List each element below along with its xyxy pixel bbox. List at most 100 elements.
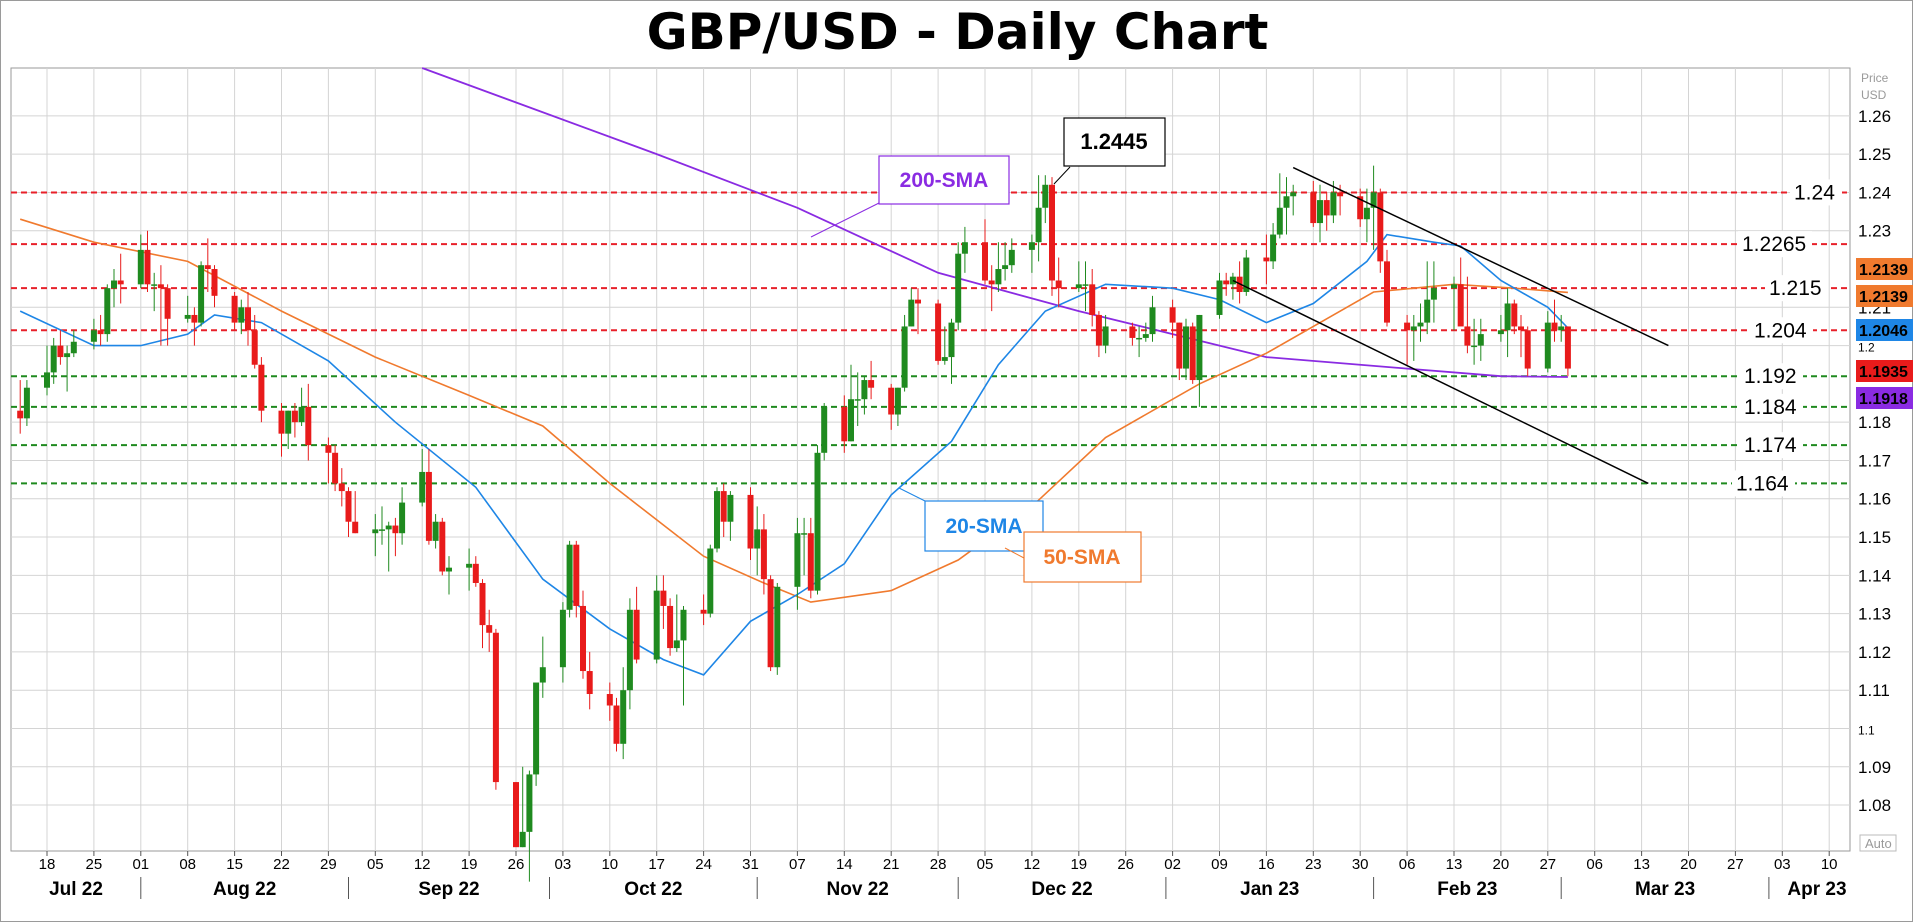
candle-body [44,372,50,388]
candle-body [1558,326,1565,331]
x-tick-label: 15 [226,856,243,873]
sma20-callout-pointer [898,487,926,502]
candle-body [1330,192,1337,216]
candle-body [559,609,566,668]
candle-body [519,831,526,848]
candle-body [1028,242,1035,250]
y-tick-label: 1.1 [1858,723,1875,737]
candle-body [660,590,667,606]
candle-body [794,533,801,587]
x-tick-label: 03 [555,856,572,873]
x-tick-label: 16 [1258,856,1275,873]
x-tick-label: 18 [39,856,56,873]
y-tick-label: 1.14 [1858,566,1891,585]
x-tick-label: 29 [320,856,337,873]
x-month-label: Sep 22 [418,879,479,900]
candle-body [982,242,988,281]
candle-body [446,567,452,572]
candle-body [513,782,519,848]
candle-body [1551,322,1558,331]
candle-body [1457,284,1464,327]
candle-body [1544,322,1551,369]
candle-body [238,307,245,323]
candle-body [586,671,593,695]
candle-body [345,491,352,522]
x-tick-label: 05 [367,856,384,873]
x-month-label: Feb 23 [1437,879,1497,900]
candle-body [606,694,613,706]
candle-body [1243,257,1250,292]
x-tick-label: 19 [1070,856,1087,873]
candle-body [955,253,962,323]
candle-body [305,406,312,446]
y-tick-label: 1.12 [1858,643,1891,662]
y-axis-title: USD [1861,88,1887,102]
candle-body [1404,322,1411,331]
candle-body [285,410,292,434]
y-tick-label: 1.17 [1858,451,1891,470]
candle-body [894,387,901,415]
candle-body [1337,192,1344,197]
candle-body [633,609,640,660]
candle-body [1035,207,1042,243]
price-tag [1856,387,1913,409]
candle-body [278,410,285,434]
price-tag-label: 1.2139 [1859,289,1908,306]
level-label: 1.204 [1754,319,1807,342]
candle-body [425,471,432,541]
level-label-bg [1790,179,1842,206]
candle-body [1451,284,1457,289]
sma200-callout-pointer [810,202,880,238]
candle-body [1417,322,1424,327]
x-tick-label: 24 [695,856,712,873]
y-tick-label: 1.08 [1858,796,1891,815]
candle-body [472,563,479,583]
candle-body [767,579,774,668]
candle-body [801,533,808,535]
candle-body [1176,322,1183,369]
candle-body [1183,326,1189,369]
candle-body [1129,326,1136,338]
level-label-bg [1765,275,1828,302]
candle-body [1189,326,1196,381]
candle-body [1464,326,1471,346]
candle-body [941,357,948,361]
candle-body [419,471,426,503]
candle-body [70,341,77,354]
candle-body [948,322,955,358]
x-tick-label: 03 [1774,856,1791,873]
candle-body [332,452,339,484]
candle-body [392,525,399,534]
peak-callout-box [1063,117,1166,167]
candle-body [1136,337,1143,340]
candle-body [1430,288,1437,300]
candle-body [291,410,298,423]
x-tick-label: 07 [789,856,806,873]
candle-body [439,521,446,572]
x-tick-label: 12 [414,856,431,873]
level-label: 1.192 [1744,365,1797,388]
y-tick-label: 1.2 [1858,341,1875,355]
level-label: 1.24 [1794,181,1835,204]
x-tick-label: 13 [1633,856,1650,873]
candle-body [841,406,848,442]
level-label-bg [1732,470,1795,497]
candle-body [479,582,486,626]
candle-body [1082,284,1089,286]
x-tick-label: 28 [930,856,947,873]
candle-body [667,605,674,649]
sma20-callout-label: 20-SMA [945,515,1022,538]
x-tick-label: 27 [1727,856,1744,873]
candle-body [50,345,57,373]
y-axis-title: Price [1861,71,1889,85]
candle-body [298,406,305,423]
candle-body [17,410,24,419]
x-tick-label: 09 [1211,856,1228,873]
peak-callout-pointer [1053,166,1071,185]
candle-body [754,529,761,549]
candle-body [137,249,144,285]
candle-body [231,295,238,323]
candle-body [653,590,660,660]
x-tick-label: 20 [1680,856,1697,873]
auto-scale-label: Auto [1865,836,1892,851]
